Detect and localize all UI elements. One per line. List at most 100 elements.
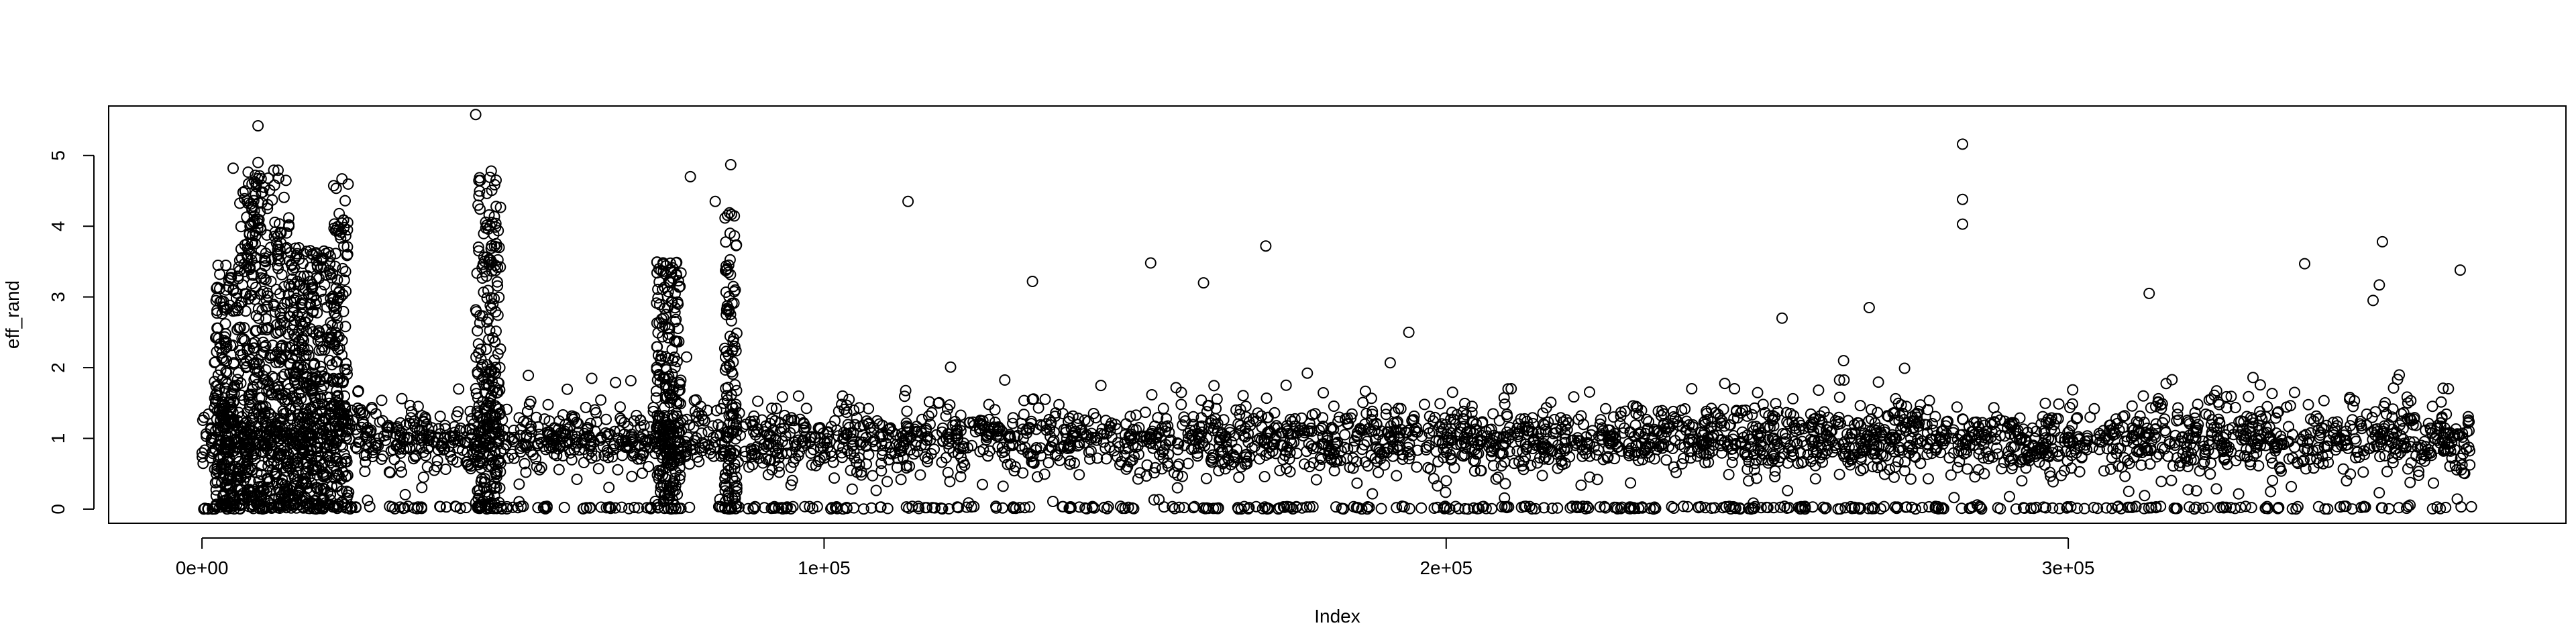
data-point [1581, 437, 1593, 449]
data-point [892, 452, 904, 464]
data-point [1342, 418, 1354, 430]
data-point [553, 440, 566, 452]
data-point [400, 443, 412, 455]
data-point [1369, 452, 1381, 464]
data-point [1827, 446, 1839, 458]
data-point [1596, 422, 1608, 434]
data-point [1157, 446, 1169, 458]
data-point [983, 398, 995, 411]
data-point [788, 456, 800, 468]
data-point [396, 466, 407, 478]
data-point [447, 437, 459, 449]
data-point [1687, 433, 1699, 445]
data-point [2138, 417, 2150, 429]
data-point [559, 428, 572, 440]
data-point [1970, 434, 1982, 446]
data-point [1719, 436, 1731, 448]
data-point [1391, 502, 1403, 514]
data-point [2423, 447, 2435, 458]
data-point [1185, 429, 1197, 441]
data-point [1876, 429, 1888, 441]
data-point [1855, 464, 1866, 476]
data-point [1298, 425, 1310, 437]
data-point [1659, 423, 1671, 435]
data-point [2160, 378, 2172, 390]
data-point [1735, 407, 1747, 419]
data-point [1782, 484, 1794, 496]
data-point [1380, 409, 1392, 421]
data-point [1019, 502, 1031, 514]
data-point [1921, 448, 1933, 460]
data-point [805, 447, 817, 459]
data-point [2398, 433, 2410, 445]
data-point [997, 480, 1009, 492]
data-point [1607, 411, 1619, 423]
data-point [1192, 442, 1204, 454]
data-point [1161, 413, 1173, 425]
data-point [628, 415, 640, 427]
data-point [1841, 428, 1854, 440]
data-point [1748, 425, 1760, 437]
data-point [2210, 483, 2222, 495]
data-point [1193, 438, 1205, 450]
data-point [1520, 443, 1532, 455]
data-point [1058, 439, 1070, 451]
data-point [1719, 378, 1731, 390]
data-point [2363, 443, 2375, 455]
data-point [926, 407, 938, 419]
data-point [1880, 450, 1892, 462]
data-point [1361, 435, 1373, 447]
data-point [2066, 398, 2078, 410]
data-point [765, 437, 777, 449]
data-point [943, 503, 955, 515]
data-point [1925, 434, 1937, 446]
data-point [2366, 426, 2378, 438]
data-point [518, 415, 529, 427]
data-point [2145, 402, 2157, 414]
data-point [1667, 443, 1678, 454]
data-point [1780, 407, 1792, 419]
data-point [2302, 443, 2314, 455]
data-point [2037, 411, 2049, 423]
data-point [992, 441, 1004, 453]
data-point [782, 414, 794, 426]
data-point [792, 434, 804, 446]
data-point [1172, 470, 1184, 481]
data-point [1034, 419, 1046, 431]
data-point [1540, 402, 1552, 414]
data-point [1757, 398, 1769, 411]
data-point [1017, 467, 1029, 479]
data-point [718, 397, 730, 409]
data-point [1403, 453, 1415, 465]
data-point [1365, 414, 1377, 425]
data-point [1795, 419, 1807, 431]
data-point [1980, 446, 1992, 458]
data-point [2398, 407, 2410, 419]
data-point [2123, 486, 2135, 497]
data-point [1004, 439, 1015, 451]
data-point [519, 458, 531, 470]
data-point [1071, 440, 1083, 452]
data-point [1962, 435, 1974, 447]
data-point [2053, 398, 2065, 410]
data-point [1303, 501, 1316, 513]
data-point [2366, 411, 2378, 423]
data-point [1369, 433, 1381, 445]
data-point [406, 406, 417, 418]
data-point [1888, 407, 1900, 419]
data-point [1591, 449, 1603, 461]
data-point [1800, 439, 1812, 451]
data-point [2375, 439, 2387, 451]
data-point [1837, 438, 1849, 450]
data-point [531, 411, 542, 423]
data-point [2272, 502, 2284, 515]
data-point [798, 424, 810, 436]
data-point [2162, 450, 2174, 462]
data-point [272, 419, 284, 431]
data-point [1358, 439, 1370, 451]
data-point [2236, 434, 2248, 446]
data-point [1499, 456, 1511, 468]
data-point [1475, 464, 1487, 476]
data-point [1660, 454, 1672, 466]
data-point [1898, 465, 1911, 477]
